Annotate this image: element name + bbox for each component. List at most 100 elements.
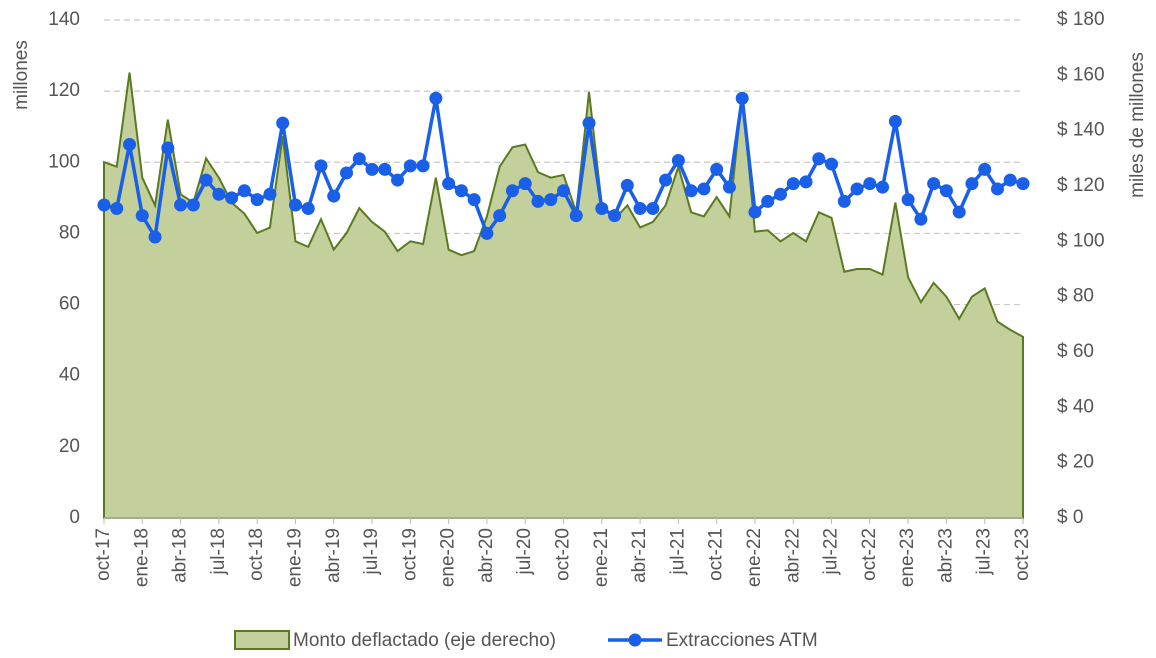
legend-label: Extracciones ATM	[666, 630, 818, 651]
point	[939, 184, 953, 198]
point	[442, 177, 456, 191]
point	[684, 184, 698, 198]
x-tick-label: oct-22	[859, 528, 880, 581]
point	[595, 202, 609, 216]
y2-tick-label: $ 160	[1057, 64, 1105, 85]
point	[352, 152, 366, 166]
point	[403, 159, 417, 173]
y-tick-label: 60	[59, 294, 80, 315]
point	[531, 194, 545, 208]
x-tick-label: ene-21	[591, 528, 612, 587]
point	[212, 187, 226, 201]
y-tick-label: 140	[48, 9, 80, 30]
point	[250, 193, 264, 207]
legend-label: Monto deflactado (eje derecho)	[293, 630, 556, 651]
legend-swatch	[234, 630, 290, 650]
x-tick-label: jul-22	[821, 528, 842, 575]
x-tick-label: jul-20	[514, 528, 535, 575]
y-tick-label: 0	[69, 507, 80, 528]
point	[748, 205, 762, 219]
point	[416, 159, 430, 173]
x-tick-label: ene-20	[438, 528, 459, 587]
point	[799, 175, 813, 189]
x-tick-label: jul-23	[974, 528, 995, 575]
point	[110, 202, 124, 216]
point	[914, 212, 928, 226]
x-tick-label: ene-19	[284, 528, 305, 587]
point	[378, 162, 392, 176]
point	[505, 184, 519, 198]
y2-axis-title: miles de millones	[1127, 52, 1148, 198]
point	[952, 205, 966, 219]
y2-tick-label: $ 140	[1057, 120, 1105, 141]
point	[391, 173, 405, 187]
point	[710, 162, 724, 176]
point	[557, 184, 570, 198]
point	[467, 193, 481, 207]
x-tick-label: oct-19	[399, 528, 420, 581]
point	[518, 177, 532, 191]
y2-tick-label: $ 180	[1057, 9, 1105, 30]
x-tick-label: jul-21	[667, 528, 688, 575]
x-tick-label: oct-18	[246, 528, 267, 581]
point	[174, 198, 188, 212]
point	[722, 180, 736, 194]
point	[659, 173, 673, 187]
y-tick-label: 40	[59, 365, 80, 386]
y2-tick-label: $ 40	[1057, 396, 1094, 417]
x-tick-label: ene-22	[744, 528, 765, 587]
point	[276, 116, 290, 130]
point	[327, 189, 341, 203]
point	[544, 193, 558, 207]
point	[812, 152, 826, 166]
point	[620, 178, 634, 192]
point	[199, 173, 213, 187]
x-tick-label: abr-21	[629, 528, 650, 583]
point	[671, 154, 685, 168]
y2-tick-label: $ 80	[1057, 286, 1094, 307]
x-tick-label: oct-23	[1012, 528, 1033, 581]
point	[454, 184, 468, 198]
point	[148, 230, 162, 244]
point	[608, 209, 622, 223]
x-tick-label: abr-20	[476, 528, 497, 583]
point	[927, 177, 941, 191]
point	[301, 202, 315, 216]
point	[1003, 173, 1017, 187]
point	[786, 177, 800, 191]
point	[493, 209, 507, 223]
point	[263, 187, 277, 201]
x-tick-label: ene-23	[897, 528, 918, 587]
x-tick-label: abr-23	[935, 528, 956, 583]
point	[237, 184, 251, 198]
point	[365, 162, 379, 176]
point	[340, 166, 354, 180]
area	[103, 72, 1024, 519]
x-tick-label: oct-20	[553, 528, 574, 581]
y-tick-label: 100	[48, 151, 80, 172]
y-tick-label: 80	[59, 222, 80, 243]
point	[761, 194, 775, 208]
point	[965, 177, 979, 191]
point	[97, 198, 111, 212]
x-tick-label: jul-19	[361, 528, 382, 575]
x-tick-label: jul-18	[208, 528, 229, 575]
point	[123, 138, 137, 151]
point	[876, 180, 890, 194]
point	[135, 209, 149, 223]
point	[429, 91, 443, 105]
x-tick-label: abr-22	[782, 528, 803, 583]
point	[837, 194, 851, 208]
point	[314, 159, 328, 173]
point	[773, 187, 787, 201]
y2-tick-label: $ 100	[1057, 230, 1105, 251]
legend-marker	[628, 633, 642, 647]
point	[888, 114, 902, 128]
point	[186, 198, 200, 212]
point	[480, 226, 494, 240]
point	[825, 157, 839, 171]
x-tick-label: abr-19	[323, 528, 344, 583]
y2-tick-label: $ 120	[1057, 175, 1105, 196]
point	[646, 202, 660, 216]
